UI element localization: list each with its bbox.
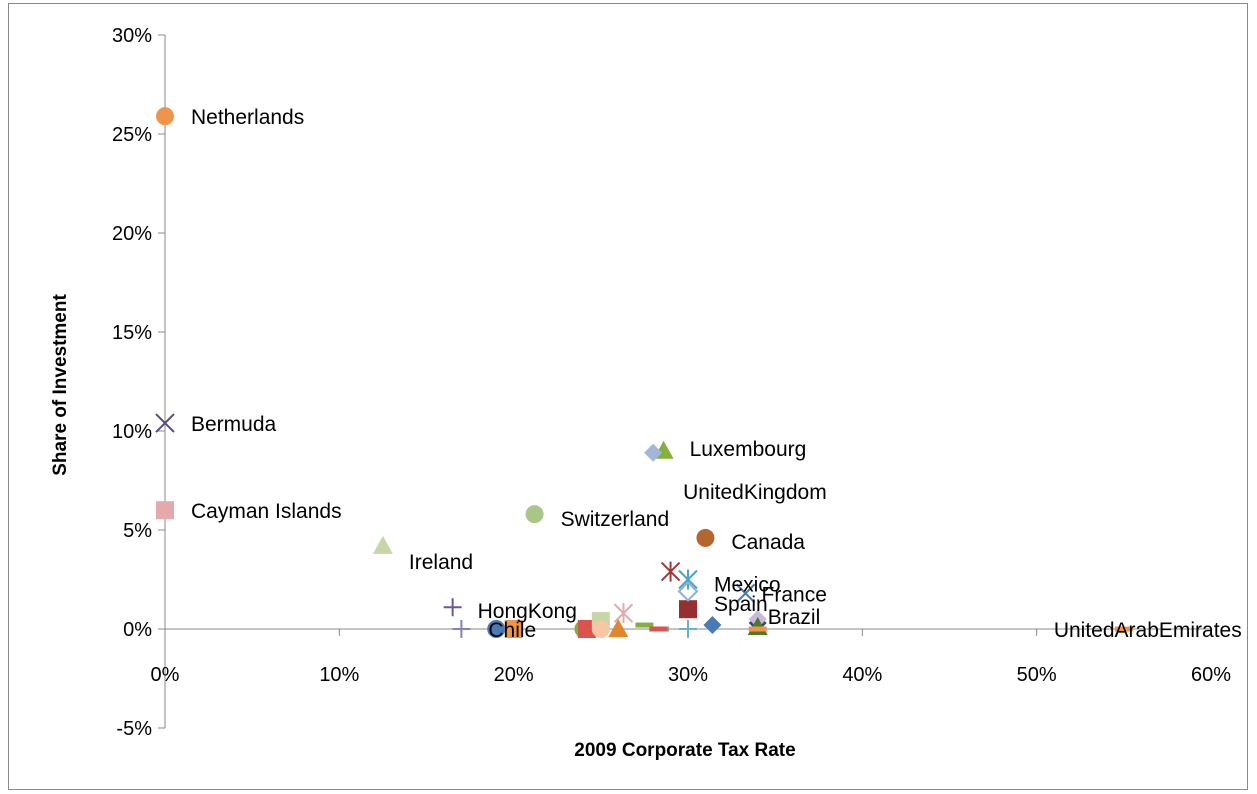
point-label: Luxembourg xyxy=(690,438,807,461)
data-point xyxy=(156,501,174,520)
point-label: Cayman Islands xyxy=(191,500,342,523)
data-point xyxy=(156,107,174,126)
data-point xyxy=(155,413,175,433)
point-label: Canada xyxy=(731,531,805,554)
data-point xyxy=(679,600,697,619)
point-label: UnitedKingdom xyxy=(683,481,827,504)
scatter-chart: 30% 25% 20% 15% 10% 5% 0% -5% 0% 10% 20% 30% 40% 50% 6… xyxy=(50,25,1242,761)
y-tick-label: 30% xyxy=(112,25,152,47)
y-tick-label: 0% xyxy=(123,619,152,641)
x-tick-label: 50% xyxy=(1017,664,1057,686)
data-point xyxy=(649,626,668,632)
x-tick-label: 40% xyxy=(842,664,882,686)
data-point xyxy=(487,620,506,638)
point-label: Ireland xyxy=(409,551,473,574)
x-tick-label: 20% xyxy=(494,664,534,686)
data-point xyxy=(1114,626,1133,632)
data-point xyxy=(644,443,663,462)
data-point xyxy=(372,535,393,554)
data-point xyxy=(635,622,654,628)
point-label: Netherlands xyxy=(191,106,304,129)
data-point xyxy=(608,619,629,637)
data-point xyxy=(452,620,471,638)
data-point xyxy=(525,505,544,524)
data-point xyxy=(591,620,610,638)
x-tick-label: 10% xyxy=(319,664,359,686)
data-points xyxy=(155,107,1133,638)
tick-labels: 30% 25% 20% 15% 10% 5% 0% -5% 0% 10% 20% 30% 40% 50% 6… xyxy=(112,25,1231,740)
x-tick-label: 60% xyxy=(1191,664,1231,686)
data-point xyxy=(443,598,462,617)
data-point xyxy=(677,580,699,602)
point-label: HongKong xyxy=(478,600,577,623)
chart-frame: 30% 25% 20% 15% 10% 5% 0% -5% 0% 10% 20% 30% 40% 50% 6… xyxy=(8,3,1248,790)
data-point xyxy=(613,603,634,624)
data-point xyxy=(577,620,596,638)
x-tick-label: 30% xyxy=(668,664,708,686)
point-label: France xyxy=(762,583,827,606)
data-point xyxy=(696,528,715,547)
y-tick-label: 5% xyxy=(123,520,152,542)
data-point xyxy=(660,561,681,582)
y-tick-label: 25% xyxy=(112,124,152,146)
data-point xyxy=(703,616,722,635)
y-tick-label: 15% xyxy=(112,322,152,344)
point-label: Spain xyxy=(714,593,768,616)
data-point xyxy=(679,620,697,638)
x-axis-title: 2009 Corporate Tax Rate xyxy=(574,740,795,761)
point-label: Switzerland xyxy=(561,508,670,531)
point-label: Mexico xyxy=(714,574,781,597)
data-point xyxy=(504,620,523,638)
data-point xyxy=(735,583,756,604)
y-tick-label: 20% xyxy=(112,223,152,245)
data-point xyxy=(748,626,767,632)
point-label: UnitedArabEmirates xyxy=(1054,619,1242,642)
y-axis-title: Share of Investment xyxy=(50,294,71,476)
data-point xyxy=(678,569,698,590)
y-tick-label: 10% xyxy=(112,421,152,443)
point-labels: Netherlands Bermuda Cayman Islands Ireland S… xyxy=(191,106,1242,642)
point-label: Chile xyxy=(488,619,536,642)
point-label: Brazil xyxy=(768,606,821,629)
y-tick-label: -5% xyxy=(116,718,152,740)
x-tick-label: 0% xyxy=(151,664,180,686)
point-label: Bermuda xyxy=(191,413,277,436)
